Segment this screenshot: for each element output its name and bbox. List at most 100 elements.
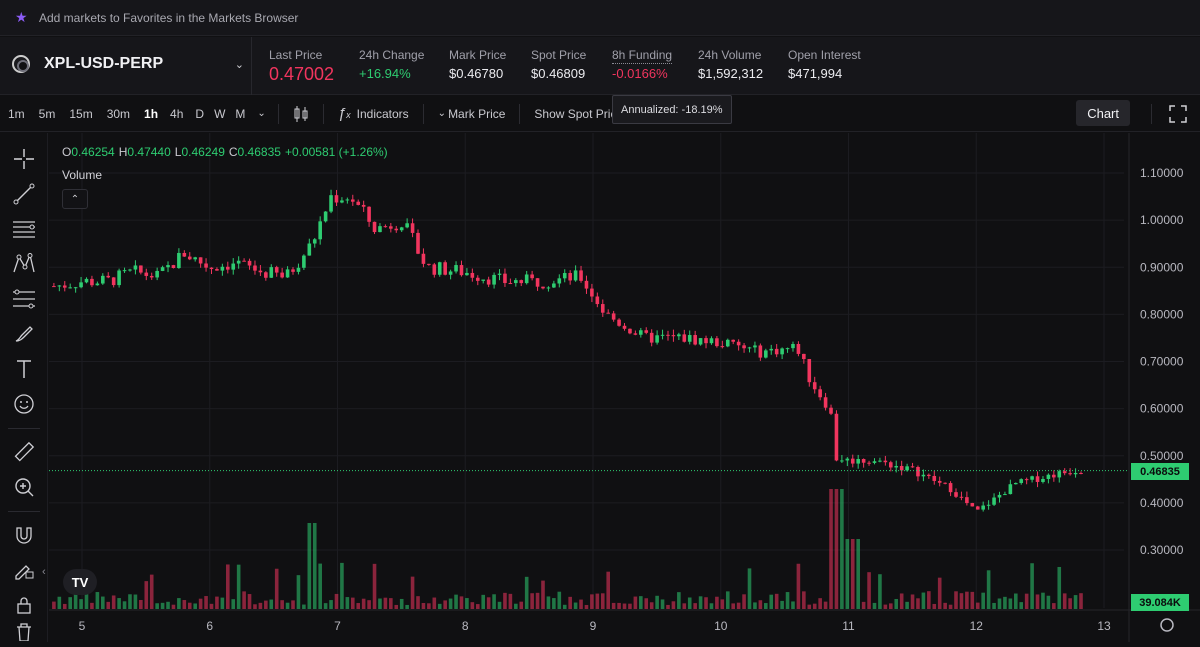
volume-bar xyxy=(177,598,181,609)
trash-icon[interactable] xyxy=(10,623,38,641)
candle-body xyxy=(970,503,975,507)
volume-bar xyxy=(628,603,632,609)
volume-bar xyxy=(731,603,736,609)
candle-body xyxy=(372,221,377,233)
high-value: 0.47440 xyxy=(127,145,171,159)
x-tick-label: 9 xyxy=(590,619,597,633)
emoji-icon[interactable] xyxy=(10,390,38,418)
timeframe-m[interactable]: M xyxy=(235,106,246,121)
volume-bar xyxy=(546,596,551,609)
candle-body xyxy=(410,223,415,233)
tradingview-logo-icon[interactable]: TV xyxy=(63,569,97,595)
candle-body xyxy=(432,264,437,275)
candle-body xyxy=(829,407,833,414)
volume-bar xyxy=(416,596,420,609)
pattern-icon[interactable] xyxy=(10,250,38,278)
chevron-down-icon[interactable]: ⌄ xyxy=(257,108,266,119)
divider xyxy=(277,103,279,124)
candle-body xyxy=(867,462,871,464)
ruler-icon[interactable] xyxy=(10,438,38,466)
candle-body xyxy=(921,474,926,477)
candle-body xyxy=(932,475,937,481)
drawing-tools-sidebar xyxy=(0,133,48,642)
chart-toolbar: 1m 5m 15m 30m 1h 4h D W M ⌄ ƒx Indicator… xyxy=(0,96,1200,132)
timeframe-30m[interactable]: 30m xyxy=(106,106,131,121)
volume-bar xyxy=(111,595,116,609)
volume-bar xyxy=(155,603,159,609)
stat-funding[interactable]: 8h Funding -0.0166% xyxy=(612,48,673,81)
price-chart-area[interactable]: 1.10000 1.00000 0.90000 0.80000 0.70000 0.600… xyxy=(49,133,1200,642)
market-selector[interactable]: XPL-USD-PERP ⌄ xyxy=(12,55,244,73)
candle-body xyxy=(329,195,333,212)
candle-body xyxy=(840,460,844,462)
candle-body xyxy=(622,325,627,329)
volume-bar xyxy=(606,571,611,609)
candle-body xyxy=(883,460,888,463)
volume-bar xyxy=(62,603,67,609)
lock-icon[interactable] xyxy=(10,591,38,619)
candle-body xyxy=(296,267,301,272)
volume-bar xyxy=(106,601,111,609)
candle-body xyxy=(579,270,583,281)
horizontal-lines-icon[interactable] xyxy=(10,215,38,243)
show-spot-price-button[interactable]: Show Spot Pric xyxy=(528,107,622,121)
candle-type-button[interactable] xyxy=(287,105,315,123)
fib-icon[interactable] xyxy=(10,285,38,313)
candle-body xyxy=(611,313,616,320)
volume-indicator-label[interactable]: Volume xyxy=(62,168,103,182)
candle-body xyxy=(312,239,317,244)
timeframe-d[interactable]: D xyxy=(195,106,205,121)
volume-bar xyxy=(122,601,127,609)
volume-bar xyxy=(345,597,350,609)
timeframe-4h[interactable]: 4h xyxy=(170,106,184,121)
function-icon: ƒx xyxy=(337,105,351,122)
zoom-in-icon[interactable] xyxy=(10,473,38,501)
volume-bar xyxy=(617,602,621,609)
volume-bar xyxy=(698,596,703,609)
last-price-value: 0.47002 xyxy=(269,64,335,84)
lock-drawing-icon[interactable] xyxy=(10,556,38,584)
crosshair-icon[interactable] xyxy=(10,145,38,173)
volume-bar xyxy=(323,603,328,609)
mark-price-button[interactable]: ⌄ Mark Price xyxy=(432,107,512,121)
x-tick-label: 11 xyxy=(842,619,855,633)
timeframe-1m[interactable]: 1m xyxy=(8,106,25,121)
stat-label: Open Interest xyxy=(788,48,861,62)
volume-bar xyxy=(486,597,491,609)
trend-line-icon[interactable] xyxy=(10,180,38,208)
chevron-left-icon[interactable]: ‹ xyxy=(42,566,46,578)
candle-body xyxy=(965,497,969,504)
candle-body xyxy=(285,269,290,278)
volume-bar xyxy=(959,593,964,609)
stat-24h-change: 24h Change +16.94% xyxy=(359,48,424,81)
candlestick-chart[interactable]: 1.10000 1.00000 0.90000 0.80000 0.70000 0.600… xyxy=(49,133,1200,642)
volume-bar xyxy=(274,568,279,609)
chevron-up-icon[interactable]: ⌃ xyxy=(62,189,88,209)
volume-bar xyxy=(600,593,605,609)
chart-view-button[interactable]: Chart xyxy=(1076,100,1130,126)
timeframe-w[interactable]: W xyxy=(214,106,226,121)
volume-bar xyxy=(247,594,252,609)
volume-bar xyxy=(557,591,562,609)
indicators-button[interactable]: ƒx Indicators xyxy=(332,105,415,122)
timeframe-15m[interactable]: 15m xyxy=(69,106,93,121)
low-value: 0.46249 xyxy=(181,145,225,159)
candle-body xyxy=(253,265,257,271)
brush-icon[interactable] xyxy=(10,320,38,348)
candle-body xyxy=(584,280,589,289)
chevron-down-icon[interactable]: ⌄ xyxy=(234,58,244,71)
candle-body xyxy=(1068,473,1072,475)
y-tick-label: 1.10000 xyxy=(1140,166,1184,180)
fullscreen-icon[interactable] xyxy=(1169,105,1187,123)
text-icon[interactable] xyxy=(10,355,38,383)
timeframe-5m[interactable]: 5m xyxy=(38,106,56,121)
timeframe-1h[interactable]: 1h xyxy=(144,106,159,121)
volume-bar xyxy=(242,591,246,609)
magnet-icon[interactable] xyxy=(10,521,38,549)
stat-label: 24h Volume xyxy=(698,48,762,62)
candle-body xyxy=(644,330,649,333)
low-label: L xyxy=(174,145,182,159)
candle-body xyxy=(247,260,252,266)
volume-bar xyxy=(888,603,893,609)
volume-bar xyxy=(878,574,882,609)
